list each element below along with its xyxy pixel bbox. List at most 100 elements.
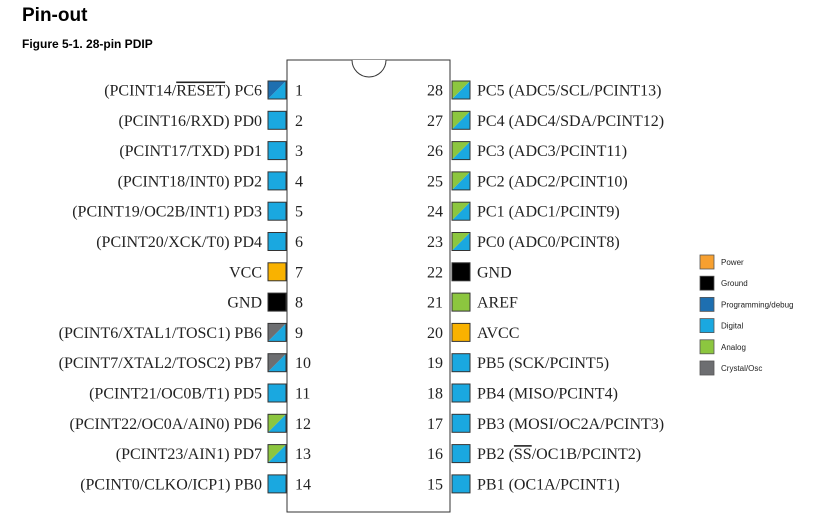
pin-20: 20 AVCC — [427, 322, 519, 342]
pin-10-marker-fill-primary — [268, 353, 286, 372]
pin-9: 9 (PCINT6/XTAL1/TOSC1) PB6 — [59, 322, 303, 342]
pin-24: 24 PC1 (ADC1/PCINT9) — [427, 201, 620, 221]
pin-3-label: (PCINT17/TXD) PD1 — [119, 143, 262, 160]
pin-26-label: PC3 (ADC3/PCINT11) — [477, 143, 627, 160]
pin-17-marker-fill — [451, 413, 471, 433]
pin-6-number: 6 — [295, 234, 303, 251]
pin-1-label-suffix: ) PC6 — [225, 83, 262, 100]
pin-25-marker-fill-primary — [452, 171, 470, 190]
pin-14: 14 (PCINT0/CLKO/ICP1) PB0 — [80, 474, 311, 494]
pin-16-marker — [451, 444, 471, 464]
pin-7-label-prefix: VCC — [229, 264, 262, 281]
pin-10-number: 10 — [295, 355, 311, 372]
pin-26: 26 PC3 (ADC3/PCINT11) — [427, 141, 627, 161]
pin-17-label-prefix: PB3 (MOSI/OC2A/PCINT3) — [477, 416, 664, 433]
pin-25-number: 25 — [427, 173, 443, 190]
pin-3-marker-fill — [267, 141, 287, 161]
pin-26-marker-border — [451, 141, 471, 161]
pin-28-marker-border — [451, 80, 471, 100]
pin-13-number: 13 — [295, 446, 311, 463]
legend-label: Power — [721, 258, 744, 267]
pin-24-label-prefix: PC1 (ADC1/PCINT9) — [477, 204, 620, 221]
pin-9-marker — [267, 322, 287, 342]
pin-25-marker-border — [451, 171, 471, 191]
pin-23-marker-border — [451, 232, 471, 251]
pin-1-number: 1 — [295, 83, 303, 100]
pin-1-label: (PCINT14/RESET) PC6 — [104, 83, 262, 100]
legend-swatch — [699, 254, 715, 270]
legend-label: Digital — [721, 322, 743, 331]
legend-item-digital: Digital — [699, 318, 743, 334]
pin-25-label-prefix: PC2 (ADC2/PCINT10) — [477, 173, 628, 190]
pin-7-marker-fill — [267, 262, 287, 282]
pin-21-number: 21 — [427, 295, 443, 312]
pin-27-label: PC4 (ADC4/SDA/PCINT12) — [477, 113, 664, 130]
pin-22-number: 22 — [427, 264, 443, 281]
pin-10-label: (PCINT7/XTAL2/TOSC2) PB7 — [59, 355, 262, 372]
pin-24-marker-fill-primary — [452, 202, 470, 221]
pin-16-label: PB2 (SS/OC1B/PCINT2) — [477, 446, 641, 463]
pin-23-number: 23 — [427, 234, 443, 251]
pin-12-label-prefix: (PCINT22/OC0A/AIN0) PD6 — [70, 416, 262, 433]
pin-12-marker-fill-primary — [268, 414, 286, 433]
pin-17-marker — [451, 413, 471, 433]
pin-17-number: 17 — [427, 416, 443, 433]
pin-26-label-prefix: PC3 (ADC3/PCINT11) — [477, 143, 627, 160]
pin-9-label: (PCINT6/XTAL1/TOSC1) PB6 — [59, 325, 262, 342]
pin-27-label-prefix: PC4 (ADC4/SDA/PCINT12) — [477, 113, 664, 130]
pin-20-marker-fill — [451, 322, 471, 342]
pin-18-marker-fill — [451, 383, 471, 403]
pin-1-label-overline: RESET — [176, 83, 225, 100]
pin-3-marker — [267, 141, 287, 161]
pin-18-marker — [451, 383, 471, 403]
pin-20-label: AVCC — [477, 325, 519, 342]
pin-27-number: 27 — [427, 113, 443, 130]
pin-12-marker — [267, 413, 287, 433]
pin-24-number: 24 — [427, 204, 443, 221]
pin-11: 11 (PCINT21/OC0B/T1) PD5 — [89, 383, 310, 403]
pin-21-label-prefix: AREF — [477, 295, 518, 312]
pin-10-label-prefix: (PCINT7/XTAL2/TOSC2) PB7 — [59, 355, 262, 372]
pin-14-marker-fill — [267, 474, 287, 494]
pin-19-number: 19 — [427, 355, 443, 372]
pin-2-number: 2 — [295, 113, 303, 130]
pin-8-number: 8 — [295, 295, 303, 312]
pin-21-label: AREF — [477, 295, 518, 312]
pin-13-marker — [267, 444, 287, 464]
pin-2: 2 (PCINT16/RXD) PD0 — [118, 110, 303, 130]
pin-13-label: (PCINT23/AIN1) PD7 — [116, 446, 262, 463]
pin-18-label: PB4 (MISO/PCINT4) — [477, 386, 618, 403]
pin-19-label: PB5 (SCK/PCINT5) — [477, 355, 609, 372]
pin-2-marker — [267, 110, 287, 130]
left-pin-column: 1 (PCINT14/RESET) PC6 2 (PCINT16/RXD) PD0 3 (… — [59, 80, 311, 494]
pin-13-marker-fill-primary — [268, 444, 286, 463]
legend-label: Programming/debug — [721, 300, 793, 309]
pin-11-label-prefix: (PCINT21/OC0B/T1) PD5 — [89, 386, 262, 403]
pin-3-label-prefix: (PCINT17/TXD) PD1 — [119, 143, 262, 160]
pin-13: 13 (PCINT23/AIN1) PD7 — [116, 444, 311, 464]
pin-14-marker — [267, 474, 287, 494]
pin-5-number: 5 — [295, 204, 303, 221]
pin-22: 22 GND — [427, 262, 512, 282]
pin-16-label-suffix: /OC1B/PCINT2) — [532, 446, 641, 463]
legend-swatch — [699, 275, 715, 291]
pin-7: 7 VCC — [229, 262, 303, 282]
pin-18-number: 18 — [427, 386, 443, 403]
pin-14-label-prefix: (PCINT0/CLKO/ICP1) PB0 — [80, 476, 262, 493]
pin-1-marker-border — [267, 80, 287, 100]
legend-item-analog: Analog — [699, 339, 746, 355]
pin-22-marker-fill — [451, 262, 471, 282]
pin-17: 17 PB3 (MOSI/OC2A/PCINT3) — [427, 413, 664, 433]
pin-12-label: (PCINT22/OC0A/AIN0) PD6 — [70, 416, 262, 433]
pin-1-marker — [267, 80, 287, 100]
pin-11-number: 11 — [295, 386, 310, 403]
pin-28-label: PC5 (ADC5/SCL/PCINT13) — [477, 83, 661, 100]
pin-10-marker — [267, 353, 287, 373]
pin-8-label-prefix: GND — [227, 295, 262, 312]
pin-2-marker-fill — [267, 110, 287, 130]
pin-6-label-prefix: (PCINT20/XCK/T0) PD4 — [96, 234, 262, 251]
pin-1-marker-fill-primary — [268, 81, 286, 99]
pin-5-label-prefix: (PCINT19/OC2B/INT1) PD3 — [72, 204, 262, 221]
pin-22-marker — [451, 262, 471, 282]
legend-label: Crystal/Osc — [721, 364, 762, 373]
